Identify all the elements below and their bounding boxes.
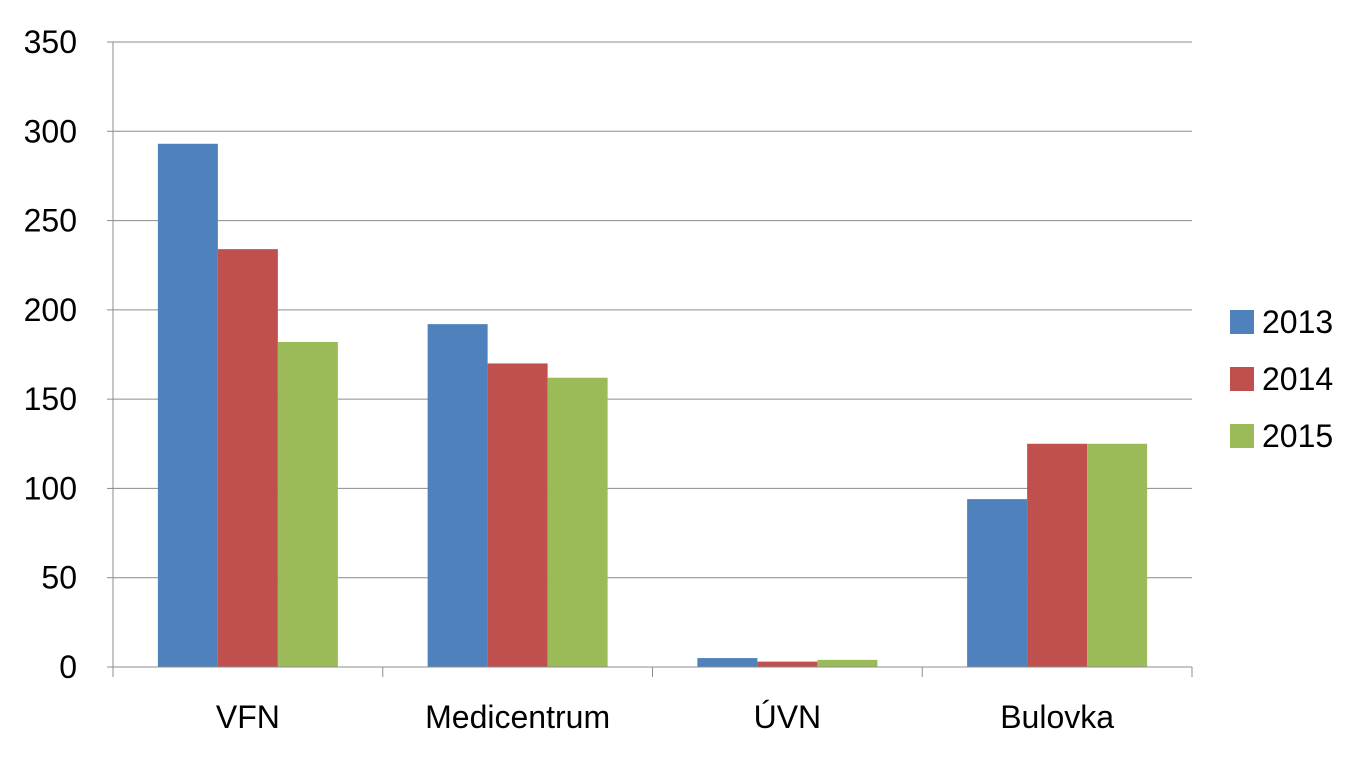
category-label: Medicentrum — [425, 699, 610, 735]
legend-swatch — [1230, 424, 1254, 448]
bar-2015-1 — [547, 377, 608, 667]
bar-2013-3 — [967, 499, 1028, 667]
bar-2015-0 — [277, 342, 338, 667]
legend-label: 2015 — [1262, 418, 1333, 454]
legend-label: 2014 — [1262, 361, 1333, 397]
y-tick-label: 100 — [24, 470, 77, 506]
bar-2014-1 — [487, 363, 548, 667]
bar-2014-3 — [1027, 443, 1088, 667]
y-axis-tick-labels: 0 50 100 150 200 250 300 350 — [24, 24, 77, 685]
x-axis-category-labels: VFN Medicentrum ÚVN Bulovka — [216, 699, 1114, 735]
bars — [157, 143, 1148, 668]
y-tick-label: 200 — [24, 292, 77, 328]
bar-2015-3 — [1087, 443, 1148, 667]
bar-2014-2 — [757, 661, 818, 667]
x-axis — [112, 666, 1193, 677]
category-label: Bulovka — [1000, 699, 1114, 735]
y-tick-label: 300 — [24, 113, 77, 149]
bar-2014-0 — [217, 249, 278, 667]
legend-swatch — [1230, 310, 1254, 334]
y-tick-label: 150 — [24, 381, 77, 417]
category-label: VFN — [216, 699, 280, 735]
y-tick-label: 350 — [24, 24, 77, 60]
y-tick-label: 50 — [41, 560, 77, 596]
bar-2013-1 — [427, 324, 488, 667]
legend: 2013 2014 2015 — [1230, 304, 1333, 454]
y-tick-label: 250 — [24, 203, 77, 239]
bar-2015-2 — [817, 659, 878, 667]
y-tick-label: 0 — [59, 649, 77, 685]
legend-swatch — [1230, 367, 1254, 391]
legend-label: 2013 — [1262, 304, 1333, 340]
bar-2013-2 — [697, 658, 758, 667]
category-label: ÚVN — [754, 699, 822, 735]
bar-2013-0 — [157, 143, 218, 668]
